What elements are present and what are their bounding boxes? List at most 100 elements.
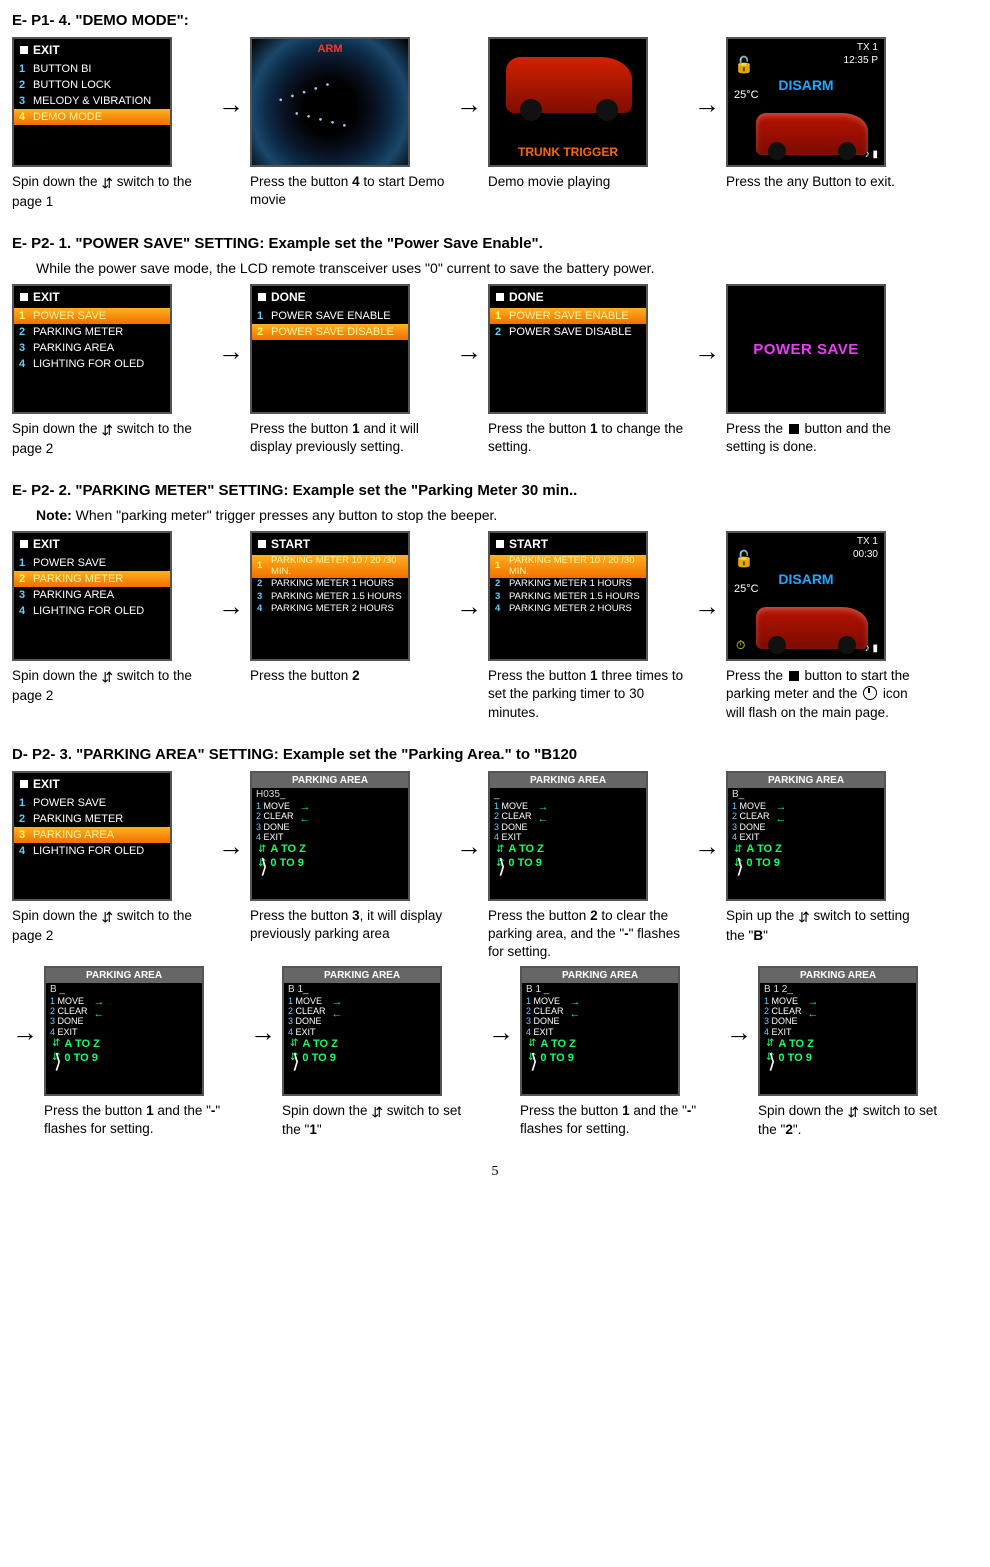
parking-area-screen: PARKING AREAB_1 MOVE2 CLEAR3 DONE4 EXIT→… — [726, 771, 886, 901]
pa-title: PARKING AREA — [284, 968, 440, 983]
section-ep14: E- P1- 4. "DEMO MODE":EXIT1BUTTON BI2BUT… — [12, 12, 978, 211]
lcd-item: 4PARKING METER 2 HOURS — [252, 603, 408, 615]
step: EXIT1BUTTON BI2BUTTON LOCK3MELODY & VIBR… — [12, 37, 212, 211]
parking-area-screen: PARKING AREAH035_1 MOVE2 CLEAR3 DONE4 EX… — [250, 771, 410, 901]
step-caption: Spin down the ⇵ switch to the page 2 — [12, 667, 212, 705]
switch-icon: ⇵ — [101, 668, 113, 687]
parking-area-screen: PARKING AREAB 1 _1 MOVE2 CLEAR3 DONE4 EX… — [520, 966, 680, 1096]
hint-0to9: ⇵0 TO 9 — [252, 856, 408, 870]
section-heading: D- P2- 3. "PARKING AREA" SETTING: Exampl… — [12, 746, 978, 763]
car-image — [756, 113, 868, 155]
step: DONE1POWER SAVE ENABLE2POWER SAVE DISABL… — [488, 284, 688, 456]
arrow-icon: → — [218, 591, 244, 622]
step: POWER SAVEPress the button and the setti… — [726, 284, 926, 456]
car-image — [506, 57, 632, 113]
section-heading: E- P2- 2. "PARKING METER" SETTING: Examp… — [12, 482, 978, 499]
step: EXIT1POWER SAVE2PARKING METER3PARKING AR… — [12, 284, 212, 458]
pa-menu: 1 MOVE2 CLEAR3 DONE4 EXIT — [732, 801, 770, 842]
step: DONE1POWER SAVE ENABLE2POWER SAVE DISABL… — [250, 284, 450, 456]
lcd-item: 2BUTTON LOCK — [14, 77, 170, 93]
lcd-item: 2PARKING METER — [14, 811, 170, 827]
speaker-icon: ⟩ — [768, 1049, 776, 1074]
step-caption: Press the button 1 three times to set th… — [488, 667, 688, 722]
step-caption: Press the button 4 to start Demo movie — [250, 173, 450, 209]
lcd-item: 3PARKING METER 1.5 HOURS — [252, 591, 408, 603]
arrow-icon: → — [12, 1017, 38, 1048]
step: PARKING AREA_1 MOVE2 CLEAR3 DONE4 EXIT→←… — [488, 771, 688, 962]
switch-icon: ⇵ — [847, 1103, 859, 1122]
step-row: EXIT1POWER SAVE2PARKING METER3PARKING AR… — [12, 284, 978, 458]
step-caption: Spin down the ⇵ switch to set the "1" — [282, 1102, 482, 1140]
car-status-screen: TX 100:30🔓DISARM25°C♪ ▮⏱ — [726, 531, 886, 661]
pa-arrows: →← — [570, 996, 581, 1037]
pa-menu: 1 MOVE2 CLEAR3 DONE4 EXIT — [526, 996, 564, 1037]
pa-arrows: →← — [332, 996, 343, 1037]
lock-icon: 🔓 — [734, 55, 754, 75]
step: START1PARKING METER 10 / 20 /30 MIN.2PAR… — [488, 531, 688, 722]
step: EXIT1POWER SAVE2PARKING METER3PARKING AR… — [12, 771, 212, 945]
lcd-title: EXIT — [14, 773, 170, 795]
speaker-icon: ⟩ — [498, 854, 506, 879]
page-number: 5 — [12, 1164, 978, 1180]
pa-value: _ — [490, 788, 646, 801]
lcd-item: 1POWER SAVE ENABLE — [490, 308, 646, 324]
arrow-icon: → — [456, 831, 482, 862]
lcd-screen: EXIT1POWER SAVE2PARKING METER3PARKING AR… — [12, 771, 172, 901]
section-ep22: E- P2- 2. "PARKING METER" SETTING: Examp… — [12, 482, 978, 722]
hint-atoz: ⇵A TO Z — [46, 1037, 202, 1051]
pa-menu: 1 MOVE2 CLEAR3 DONE4 EXIT — [494, 801, 532, 842]
arrow-icon: → — [218, 831, 244, 862]
pa-arrows: →← — [300, 801, 311, 842]
hint-0to9: ⇵0 TO 9 — [522, 1051, 678, 1065]
lcd-screen: EXIT1BUTTON BI2BUTTON LOCK3MELODY & VIBR… — [12, 37, 172, 167]
arrow-icon: → — [456, 89, 482, 120]
step-row: EXIT1BUTTON BI2BUTTON LOCK3MELODY & VIBR… — [12, 37, 978, 211]
speaker-icon: ⟩ — [54, 1049, 62, 1074]
step-caption: Spin down the ⇵ switch to the page 1 — [12, 173, 212, 211]
lcd-item: 3PARKING AREA — [14, 587, 170, 603]
pa-value: H035_ — [252, 788, 408, 801]
step-caption: Press the button 1 and the "-" flashes f… — [520, 1102, 720, 1138]
step: PARKING AREAB_1 MOVE2 CLEAR3 DONE4 EXIT→… — [726, 771, 926, 945]
car-temp: 25°C — [734, 89, 759, 101]
step: PARKING AREAB 1_1 MOVE2 CLEAR3 DONE4 EXI… — [282, 966, 482, 1140]
hint-atoz: ⇵A TO Z — [522, 1037, 678, 1051]
step-caption: Spin down the ⇵ switch to the page 2 — [12, 907, 212, 945]
trunk-label: TRUNK TRIGGER — [490, 145, 646, 159]
car-icons: ♪ ▮ — [865, 149, 878, 160]
step-caption: Press the button 2 to clear the parking … — [488, 907, 688, 962]
step-caption: Press the button 1 and the "-" flashes f… — [44, 1102, 244, 1138]
car-temp: 25°C — [734, 583, 759, 595]
lcd-item: 1PARKING METER 10 / 20 /30 MIN. — [490, 555, 646, 578]
arrow-icon: → — [694, 591, 720, 622]
switch-icon: ⇵ — [101, 908, 113, 927]
pa-value: B 1_ — [284, 983, 440, 996]
lcd-item: 1BUTTON BI — [14, 61, 170, 77]
arrow-icon: → — [694, 831, 720, 862]
hint-atoz: ⇵A TO Z — [760, 1037, 916, 1051]
arrow-icon: → — [694, 89, 720, 120]
section-ep21: E- P2- 1. "POWER SAVE" SETTING: Example … — [12, 235, 978, 458]
step-caption: Spin up the ⇵ switch to setting the "B" — [726, 907, 926, 945]
lcd-item: 4PARKING METER 2 HOURS — [490, 603, 646, 615]
arrow-icon: → — [456, 336, 482, 367]
step-caption: Press the button 1 and it will display p… — [250, 420, 450, 456]
lcd-item: 1POWER SAVE — [14, 555, 170, 571]
lcd-screen: DONE1POWER SAVE ENABLE2POWER SAVE DISABL… — [250, 284, 410, 414]
lcd-item: 4DEMO MODE — [14, 109, 170, 125]
pa-arrows: →← — [808, 996, 819, 1037]
hint-atoz: ⇵A TO Z — [490, 842, 646, 856]
car-image — [756, 607, 868, 649]
trunk-trigger-screen: TRUNK TRIGGER — [488, 37, 648, 167]
lcd-item: 2PARKING METER — [14, 571, 170, 587]
lock-icon: 🔓 — [734, 549, 754, 569]
step-caption: Press the button and the setting is done… — [726, 420, 926, 456]
arrow-icon: → — [488, 1017, 514, 1048]
speaker-icon: ⟩ — [530, 1049, 538, 1074]
step-caption: Press the any Button to exit. — [726, 173, 926, 191]
pa-title: PARKING AREA — [490, 773, 646, 788]
step-caption: Press the button to start the parking me… — [726, 667, 926, 722]
step: EXIT1POWER SAVE2PARKING METER3PARKING AR… — [12, 531, 212, 705]
step: PARKING AREAH035_1 MOVE2 CLEAR3 DONE4 EX… — [250, 771, 450, 943]
lcd-title: START — [490, 533, 646, 555]
